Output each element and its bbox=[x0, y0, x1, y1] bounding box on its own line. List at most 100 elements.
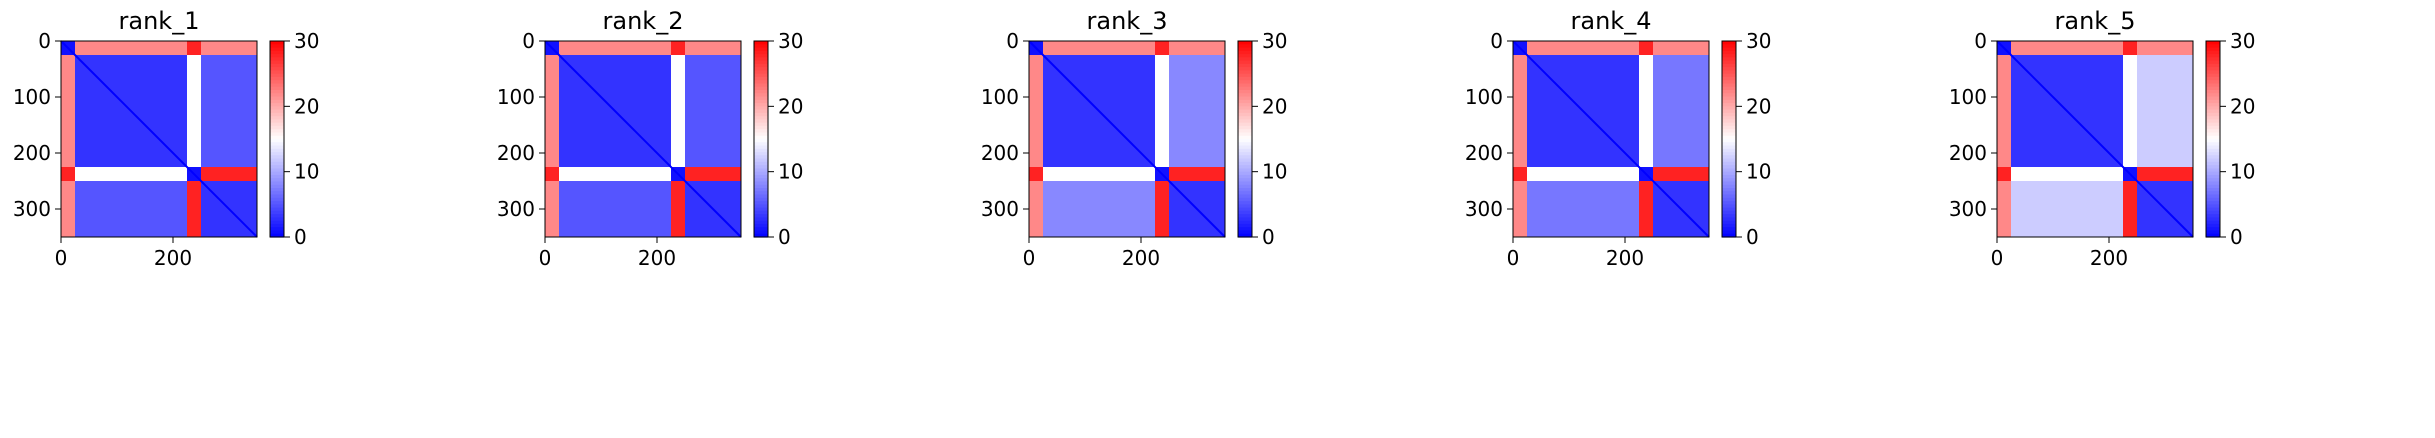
colorbar-segment bbox=[1238, 57, 1252, 62]
colorbar-segment bbox=[2206, 158, 2220, 163]
heatmap-cell bbox=[685, 167, 741, 181]
colorbar-tick-label: 30 bbox=[294, 29, 319, 53]
y-tick-label: 100 bbox=[497, 85, 535, 109]
colorbar-segment bbox=[270, 188, 284, 192]
heatmap-panel-3: rank_3 0 200 0 100 200 300 0 10 20 30 bbox=[981, 7, 1288, 270]
colorbar-segment bbox=[270, 76, 284, 81]
colorbar-segment bbox=[2206, 106, 2220, 111]
colorbar-segment bbox=[270, 70, 284, 75]
colorbar-segment bbox=[1722, 54, 1736, 58]
x-tick-label: 200 bbox=[1122, 246, 1160, 270]
axes-frame bbox=[1512, 40, 1710, 238]
colorbar-segment bbox=[754, 41, 768, 45]
x-tick-label: 200 bbox=[638, 246, 676, 270]
heatmap-cell bbox=[545, 181, 559, 237]
colorbar-segment bbox=[270, 119, 284, 124]
colorbar-segment bbox=[2206, 129, 2220, 134]
colorbar-segment bbox=[2206, 171, 2220, 176]
colorbar-segment bbox=[754, 223, 768, 228]
colorbar-segment bbox=[1722, 210, 1736, 215]
colorbar-segment bbox=[1238, 152, 1252, 156]
y-tick-label: 300 bbox=[1949, 197, 1987, 221]
heatmap-cell bbox=[1639, 181, 1653, 237]
colorbar-segment bbox=[754, 76, 768, 81]
heatmap-cell bbox=[201, 41, 257, 55]
colorbar-segment bbox=[1722, 90, 1736, 94]
colorbar-segment bbox=[270, 93, 284, 98]
colorbar-segment bbox=[2206, 57, 2220, 62]
heatmap-cell bbox=[1639, 41, 1653, 55]
colorbar-segment bbox=[1722, 214, 1736, 218]
colorbar-segment bbox=[1722, 116, 1736, 120]
colorbar-segment bbox=[1238, 116, 1252, 120]
colorbar-segment bbox=[1238, 106, 1252, 111]
colorbar-segment bbox=[1722, 217, 1736, 222]
axes-frame bbox=[1028, 40, 1226, 238]
colorbar-segment bbox=[1238, 148, 1252, 153]
heatmap-cell bbox=[1997, 55, 2011, 167]
x-tick-label: 0 bbox=[1023, 246, 1036, 270]
colorbar-segment bbox=[2206, 184, 2220, 189]
colorbar-segment bbox=[2206, 223, 2220, 228]
colorbar-segment bbox=[270, 80, 284, 85]
y-tick-label: 100 bbox=[981, 85, 1019, 109]
colorbar-segment bbox=[754, 116, 768, 120]
colorbar: 0 10 20 30 bbox=[2205, 29, 2255, 249]
colorbar-segment bbox=[270, 50, 284, 55]
colorbar-segment bbox=[270, 54, 284, 58]
colorbar-segment bbox=[1238, 86, 1252, 91]
heatmap-diagonal bbox=[1512, 40, 1710, 238]
x-tick-label: 0 bbox=[539, 246, 552, 270]
colorbar-segment bbox=[1238, 191, 1252, 196]
colorbar-segment bbox=[754, 230, 768, 235]
colorbar-segment bbox=[1238, 174, 1252, 179]
colorbar-segment bbox=[1238, 103, 1252, 107]
colorbar-segment bbox=[270, 165, 284, 169]
colorbar-segment bbox=[1722, 67, 1736, 71]
colorbar-segment bbox=[270, 174, 284, 179]
colorbar-segment bbox=[270, 191, 284, 196]
colorbar-segment bbox=[270, 139, 284, 143]
colorbar-segment bbox=[270, 178, 284, 183]
colorbar-segment bbox=[2206, 135, 2220, 140]
colorbar-segment bbox=[754, 129, 768, 134]
colorbar-segment bbox=[2206, 207, 2220, 212]
colorbar-frame bbox=[753, 40, 769, 238]
heatmap-cell bbox=[1653, 55, 1709, 167]
colorbar-segment bbox=[1238, 76, 1252, 81]
colorbar-segment bbox=[1722, 60, 1736, 65]
y-tick-label: 200 bbox=[13, 141, 51, 165]
colorbar-segment bbox=[754, 139, 768, 143]
colorbar-segment bbox=[754, 171, 768, 176]
colorbar-segment bbox=[1238, 181, 1252, 186]
colorbar-segment bbox=[1722, 103, 1736, 107]
colorbar-segment bbox=[754, 96, 768, 101]
colorbar-tick-label: 20 bbox=[1746, 94, 1771, 118]
colorbar-segment bbox=[754, 194, 768, 199]
colorbar-segment bbox=[2206, 132, 2220, 137]
colorbar-segment bbox=[2206, 161, 2220, 166]
colorbar-segment bbox=[2206, 44, 2220, 49]
colorbar-segment bbox=[1722, 142, 1736, 147]
colorbar-segment bbox=[270, 60, 284, 65]
colorbar-segment bbox=[1238, 207, 1252, 212]
x-tick-label: 200 bbox=[1606, 246, 1644, 270]
colorbar-segment bbox=[1722, 152, 1736, 156]
colorbar-segment bbox=[1238, 96, 1252, 101]
colorbar-tick-label: 30 bbox=[1262, 29, 1287, 53]
colorbar-segment bbox=[270, 57, 284, 62]
colorbar-segment bbox=[2206, 210, 2220, 215]
heatmap-cell bbox=[75, 181, 187, 237]
colorbar-tick-label: 10 bbox=[1746, 160, 1771, 184]
colorbar-segment bbox=[270, 47, 284, 52]
colorbar-segment bbox=[1238, 217, 1252, 222]
colorbar-segment bbox=[754, 207, 768, 212]
colorbar-segment bbox=[1722, 184, 1736, 189]
colorbar-segment bbox=[1722, 148, 1736, 153]
colorbar-segment bbox=[1238, 178, 1252, 183]
heatmap-cell bbox=[1513, 181, 1527, 237]
colorbar-segment bbox=[270, 171, 284, 176]
heatmap-cell bbox=[2137, 55, 2193, 167]
colorbar-segment bbox=[754, 214, 768, 218]
